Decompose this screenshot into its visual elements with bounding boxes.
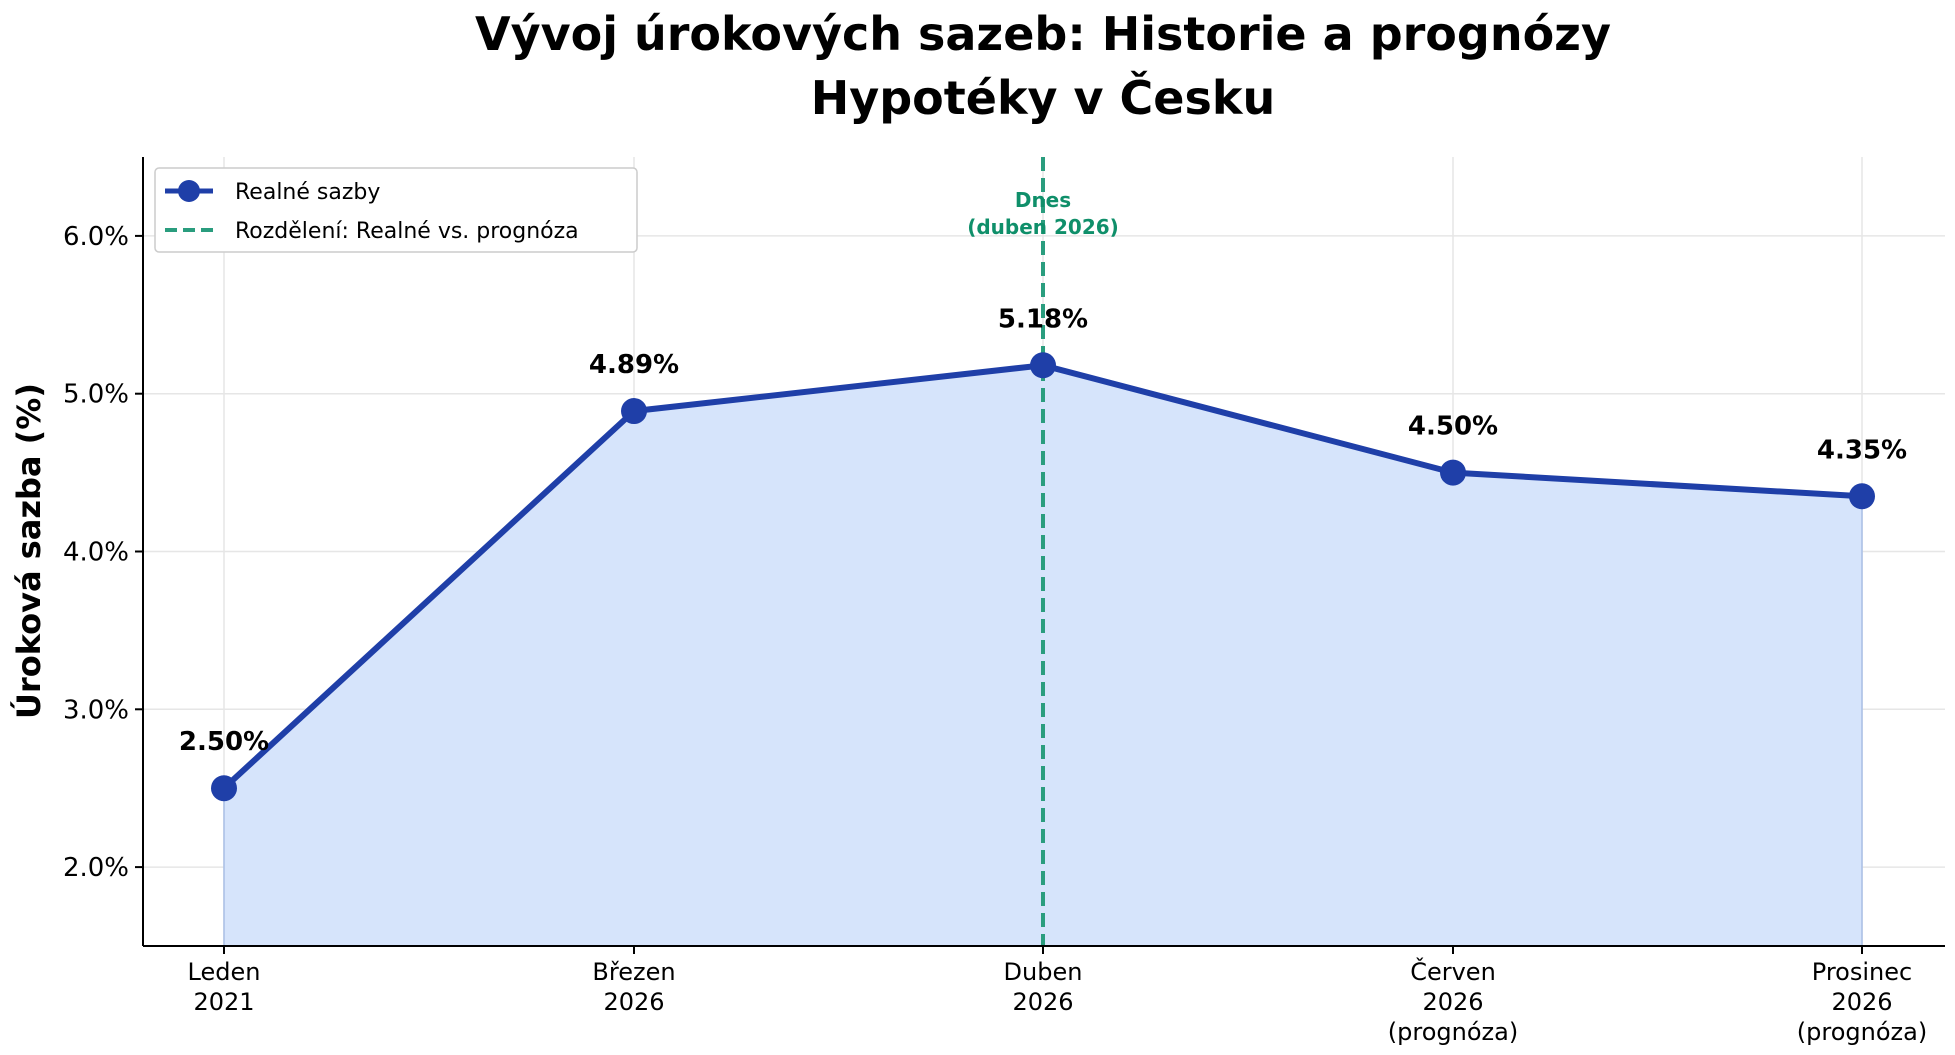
x-tick-label: Duben bbox=[1004, 958, 1083, 986]
data-point bbox=[1849, 483, 1875, 510]
legend-box bbox=[154, 167, 638, 253]
x-tick-label: Březen bbox=[592, 958, 675, 986]
split-layer: Dnes (duben 2026) bbox=[967, 157, 1119, 946]
data-label: 4.50% bbox=[1408, 412, 1498, 442]
y-tick-label: 2.0% bbox=[63, 853, 129, 883]
y-tick-label: 4.0% bbox=[63, 538, 129, 568]
data-point bbox=[1440, 459, 1466, 486]
legend-split-label: Rozdělení: Realné vs. prognóza bbox=[235, 219, 579, 244]
data-point bbox=[211, 775, 237, 802]
x-tick-label: (prognóza) bbox=[1797, 1018, 1927, 1046]
x-tick-label: (prognóza) bbox=[1388, 1018, 1518, 1046]
x-tick-label: 2026 bbox=[1012, 988, 1073, 1016]
legend-series-label: Realné sazby bbox=[235, 180, 380, 205]
data-label: 2.50% bbox=[179, 727, 269, 757]
labels-layer: 2.50% 4.89% 5.18% 4.50% 4.35% bbox=[179, 304, 1907, 757]
chart-title: Vývoj úrokových sazeb: Historie a prognó… bbox=[475, 7, 1611, 61]
y-tick-label: 6.0% bbox=[63, 222, 129, 252]
x-tick-label: Prosinec bbox=[1812, 958, 1912, 986]
y-tick-label: 5.0% bbox=[63, 380, 129, 410]
x-tick-label: Leden bbox=[188, 958, 261, 986]
data-label: 4.35% bbox=[1817, 435, 1907, 465]
ticks-layer: 2.0%3.0%4.0%5.0%6.0%Leden2021Březen2026D… bbox=[63, 222, 1927, 1046]
area-layer bbox=[223, 365, 1863, 946]
series-area bbox=[224, 365, 1862, 946]
points-layer bbox=[211, 352, 1875, 802]
x-tick-label: 2026 bbox=[1422, 988, 1483, 1016]
data-point bbox=[621, 398, 647, 425]
y-tick-label: 3.0% bbox=[63, 695, 129, 725]
data-label: 5.18% bbox=[998, 304, 1088, 334]
split-annotation-line: (duben 2026) bbox=[967, 215, 1119, 239]
chart-subtitle: Hypotéky v Česku bbox=[811, 71, 1275, 125]
split-annotation-line: Dnes bbox=[1015, 188, 1071, 212]
y-axis-label: Úroková sazba (%) bbox=[9, 383, 48, 719]
legend-series-marker bbox=[178, 180, 200, 202]
legend: Realné sazby Rozdělení: Realné vs. progn… bbox=[154, 167, 638, 253]
data-point bbox=[1030, 352, 1056, 379]
x-tick-label: 2026 bbox=[603, 988, 664, 1016]
x-tick-label: 2026 bbox=[1831, 988, 1892, 1016]
data-label: 4.89% bbox=[589, 350, 679, 380]
x-tick-label: 2021 bbox=[193, 988, 254, 1016]
x-tick-label: Červen bbox=[1410, 956, 1496, 986]
